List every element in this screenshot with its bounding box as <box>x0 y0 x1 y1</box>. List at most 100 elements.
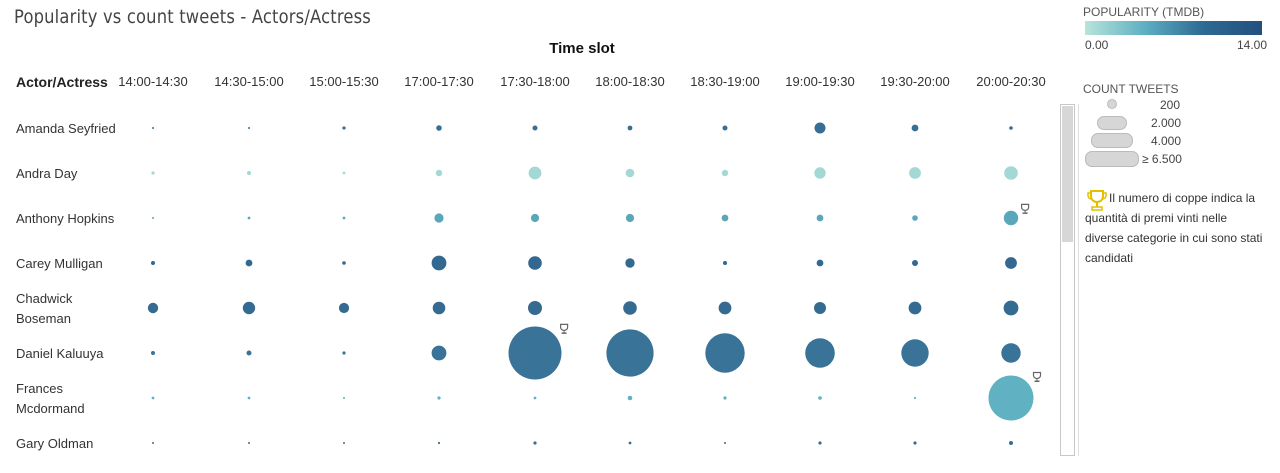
actor-label: Amanda Seyfried <box>16 121 116 136</box>
bubble[interactable] <box>431 255 447 271</box>
bubble[interactable] <box>245 259 253 267</box>
bubble[interactable] <box>533 396 537 400</box>
bubble[interactable] <box>151 171 155 175</box>
bubble[interactable] <box>532 125 538 131</box>
bubble[interactable] <box>528 166 542 180</box>
bubble[interactable] <box>151 396 155 400</box>
bubble[interactable] <box>436 125 442 131</box>
bubble[interactable] <box>913 396 917 400</box>
bubble[interactable] <box>816 214 824 222</box>
bubble[interactable] <box>1009 441 1013 445</box>
bubble[interactable] <box>437 441 441 445</box>
bubble[interactable] <box>1009 126 1013 130</box>
bubble[interactable] <box>911 124 919 132</box>
bubble[interactable] <box>625 168 635 178</box>
tick-label: 15:00-15:30 <box>309 74 378 89</box>
bubble-chart: Time slot Actor/Actress 14:00-14:30 14:30… <box>16 40 1046 451</box>
popularity-legend-title: POPULARITY (TMDB) <box>1083 5 1205 19</box>
bubble[interactable] <box>528 256 542 270</box>
bubble[interactable] <box>248 442 250 444</box>
bubble[interactable] <box>508 326 562 380</box>
bubble[interactable] <box>152 127 154 129</box>
count-legend-label-2000: 2.000 <box>1151 116 1182 130</box>
bubble[interactable] <box>247 216 251 220</box>
row-header: Actor/Actress <box>16 74 108 90</box>
bubble[interactable] <box>818 396 822 400</box>
bubble[interactable] <box>247 171 251 175</box>
bubble[interactable] <box>625 213 635 223</box>
bubble[interactable] <box>628 441 632 445</box>
bubble[interactable] <box>342 216 346 220</box>
actor-labels: Amanda Seyfried Andra Day Anthony Hopkins C… <box>16 121 116 451</box>
count-legend-shape-6500 <box>1085 151 1139 167</box>
bubble[interactable] <box>342 126 346 130</box>
bubble[interactable] <box>1005 257 1017 269</box>
bubbles <box>147 122 1042 445</box>
bubble[interactable] <box>342 351 346 355</box>
bubble[interactable] <box>1004 166 1018 180</box>
tick-label: 19:00-19:30 <box>785 74 854 89</box>
bubble[interactable] <box>814 122 826 134</box>
bubble[interactable] <box>533 441 537 445</box>
bubble[interactable] <box>1003 300 1019 316</box>
bubble[interactable] <box>724 442 726 444</box>
actor-label: Chadwick Boseman <box>16 291 73 326</box>
bubble[interactable] <box>242 301 256 315</box>
bubble[interactable] <box>723 396 727 400</box>
bubble[interactable] <box>814 167 826 179</box>
bubble[interactable] <box>627 125 633 131</box>
trophy-marker-icon <box>559 323 569 334</box>
bubble[interactable] <box>1001 343 1021 363</box>
bubble[interactable] <box>606 329 654 377</box>
bubble[interactable] <box>814 302 826 314</box>
bubble[interactable] <box>901 339 929 367</box>
bubble[interactable] <box>908 301 922 315</box>
bubble[interactable] <box>721 169 729 177</box>
bubble[interactable] <box>721 214 729 222</box>
bubble[interactable] <box>1003 210 1019 226</box>
bubble[interactable] <box>152 442 154 444</box>
bubble[interactable] <box>625 258 635 268</box>
bubble[interactable] <box>435 169 443 177</box>
legend-divider <box>1078 104 1079 456</box>
bubble[interactable] <box>909 167 921 179</box>
bubble[interactable] <box>437 396 441 400</box>
bubble[interactable] <box>147 302 159 314</box>
bubble[interactable] <box>246 350 252 356</box>
bubble[interactable] <box>722 125 728 131</box>
bubble[interactable] <box>432 301 446 315</box>
bubble[interactable] <box>431 345 447 361</box>
bubble[interactable] <box>343 397 345 399</box>
bubble[interactable] <box>705 333 745 373</box>
bubble[interactable] <box>152 217 154 219</box>
bubble[interactable] <box>528 301 542 315</box>
scrollbar-thumb[interactable] <box>1062 106 1073 242</box>
bubble[interactable] <box>343 442 345 444</box>
bubble[interactable] <box>816 259 824 267</box>
bubble[interactable] <box>151 351 155 355</box>
bubble[interactable] <box>912 215 918 221</box>
bubble[interactable] <box>342 171 346 175</box>
bubble[interactable] <box>151 261 155 265</box>
bubble[interactable] <box>530 213 540 223</box>
bubble[interactable] <box>718 301 732 315</box>
bubble[interactable] <box>818 441 822 445</box>
bubble[interactable] <box>248 127 250 129</box>
bubble[interactable] <box>805 338 835 368</box>
popularity-gradient-bar <box>1085 21 1262 35</box>
bubble[interactable] <box>434 213 444 223</box>
bubble[interactable] <box>723 261 727 265</box>
bubble[interactable] <box>338 302 350 314</box>
actor-label: Carey Mulligan <box>16 256 103 271</box>
actor-label: Daniel Kaluuya <box>16 346 104 361</box>
bubble[interactable] <box>988 375 1034 421</box>
bubble[interactable] <box>247 396 251 400</box>
count-legend-label-4000: 4.000 <box>1151 134 1182 148</box>
bubble[interactable] <box>623 301 637 315</box>
chart-title: Popularity vs count tweets - Actors/Actr… <box>14 6 371 28</box>
bubble[interactable] <box>912 260 918 266</box>
bubble[interactable] <box>342 261 346 265</box>
bubble[interactable] <box>913 441 917 445</box>
tick-label: 14:00-14:30 <box>118 74 187 89</box>
bubble[interactable] <box>627 395 633 401</box>
